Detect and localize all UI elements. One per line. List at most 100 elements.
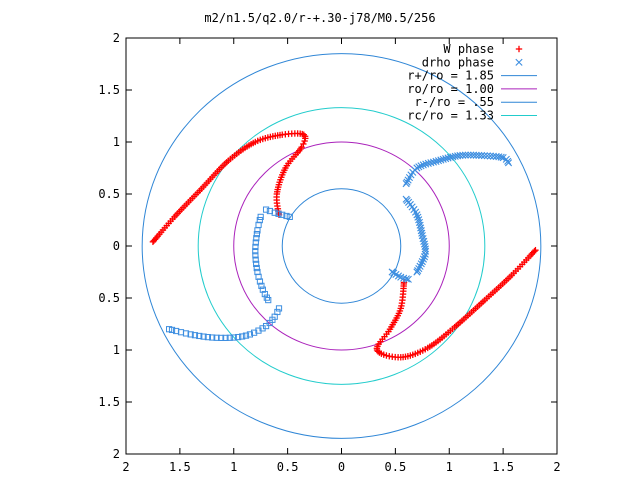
point-3-3-5 — [253, 230, 260, 238]
point-2-1-13 — [424, 159, 432, 167]
point-2-3-4 — [394, 272, 403, 280]
point-3-3-15 — [255, 273, 262, 280]
series-2 — [388, 151, 513, 283]
point-2-2-10 — [415, 216, 423, 224]
point-2-3-7 — [402, 275, 410, 283]
point-3-1-18 — [239, 333, 246, 340]
x-tick-label-5: 0 — [338, 460, 345, 474]
axes-layer: 2 1.5 1 0.5 0 0.5 1 1.5 221.510.500.511.52 — [98, 31, 560, 474]
legend-label-4: ro/ro = 1.00 — [407, 82, 494, 96]
point-2-1-33 — [475, 151, 483, 159]
point-2-1-36 — [483, 152, 491, 160]
point-3-2-7 — [286, 213, 293, 220]
circle-3 — [281, 188, 402, 304]
point-2-2-12 — [416, 221, 424, 229]
y-tick-label-3: 1 — [113, 135, 120, 149]
point-2-2-23 — [421, 250, 429, 258]
point-3-3-19 — [261, 290, 268, 298]
point-3-1-19 — [242, 332, 250, 339]
point-3-1-8 — [196, 332, 203, 340]
y-tick-label-4: 0.5 — [98, 187, 120, 201]
point-3-1-7 — [191, 332, 199, 339]
point-3-1-6 — [187, 331, 194, 338]
point-2-1-45 — [504, 159, 513, 167]
point-3-3-6 — [253, 235, 260, 242]
point-3-3-12 — [253, 260, 260, 268]
legend-symbol-2 — [515, 58, 523, 66]
point-3-1-15 — [226, 334, 233, 341]
point-3-3-8 — [252, 243, 259, 251]
series-1 — [149, 130, 539, 361]
y-tick-label-1: 2 — [113, 31, 120, 45]
y-tick-label-2: 1.5 — [98, 83, 120, 97]
y-tick-label-9: 2 — [113, 447, 120, 461]
circle-2 — [233, 141, 450, 351]
point-2-1-2 — [403, 178, 411, 186]
point-3-3-21 — [265, 296, 272, 304]
legend-label-5: r-/ro = .55 — [415, 95, 494, 109]
point-2-1-12 — [422, 160, 430, 168]
x-tick-label-1: 2 — [122, 460, 129, 474]
point-3-1-16 — [230, 334, 237, 341]
point-2-1-30 — [467, 151, 475, 159]
point-3-1-21 — [251, 329, 258, 336]
point-2-2-18 — [420, 237, 428, 245]
x-tick-label-9: 2 — [553, 460, 560, 474]
x-tick-label-7: 1 — [446, 460, 453, 474]
point-2-1-10 — [417, 162, 425, 170]
legend-entry-4: ro/ro = 1.00 — [407, 82, 537, 96]
point-3-3-11 — [252, 256, 259, 263]
series-3 — [166, 206, 293, 341]
point-2-1-34 — [477, 151, 486, 160]
point-2-2-15 — [418, 229, 426, 237]
y-tick-label-7: 1 — [113, 343, 120, 357]
point-3-3-10 — [252, 252, 259, 259]
point-2-1-29 — [464, 151, 472, 159]
point-3-1-10 — [204, 334, 211, 341]
legend-label-2: drho phase — [422, 55, 494, 69]
point-3-1-29 — [275, 305, 283, 312]
circles-layer — [141, 53, 542, 439]
marks-layer — [149, 130, 539, 361]
x-tick-label-4: 0.5 — [277, 460, 299, 474]
point-3-3-1 — [257, 213, 264, 220]
point-3-2-5 — [279, 211, 286, 218]
point-3-3-4 — [254, 227, 261, 234]
point-2-1-37 — [486, 152, 494, 160]
point-2-2-26 — [418, 258, 426, 266]
x-tick-label-3: 1 — [230, 460, 237, 474]
y-tick-label-5: 0 — [113, 239, 120, 253]
y-tick-label-8: 1.5 — [98, 395, 120, 409]
point-3-1-28 — [274, 308, 281, 316]
point-3-1-5 — [182, 330, 190, 337]
point-3-1-17 — [235, 333, 242, 341]
point-2-1-27 — [459, 151, 467, 159]
point-1-1-76 — [300, 131, 307, 138]
y-tick-label-6: 0.5 — [98, 291, 120, 305]
legend-entry-1: W phase — [443, 42, 523, 56]
x-tick-label-8: 1.5 — [492, 460, 514, 474]
point-2-2-8 — [413, 211, 421, 219]
point-3-2-3 — [271, 209, 278, 216]
circle-4 — [197, 107, 486, 385]
point-2-1-19 — [439, 155, 447, 163]
point-2-1-18 — [437, 156, 445, 164]
point-3-1-12 — [213, 334, 220, 341]
legend-label-6: rc/ro = 1.33 — [407, 109, 494, 123]
legend-symbol-1 — [515, 45, 523, 53]
point-3-3-13 — [253, 264, 260, 272]
point-2-1-31 — [469, 151, 478, 159]
circle-1 — [141, 53, 542, 439]
point-2-1-9 — [415, 163, 423, 171]
point-2-2-31 — [413, 268, 421, 276]
point-1-1-79 — [301, 137, 308, 145]
point-2-2-24 — [420, 253, 429, 261]
point-2-2-29 — [415, 264, 423, 273]
point-3-1-20 — [246, 331, 254, 338]
legend-entry-5: r-/ro = .55 — [415, 95, 537, 109]
x-tick-label-6: 0.5 — [385, 460, 407, 474]
point-2-2-11 — [415, 218, 424, 227]
point-3-2-1 — [262, 206, 270, 213]
